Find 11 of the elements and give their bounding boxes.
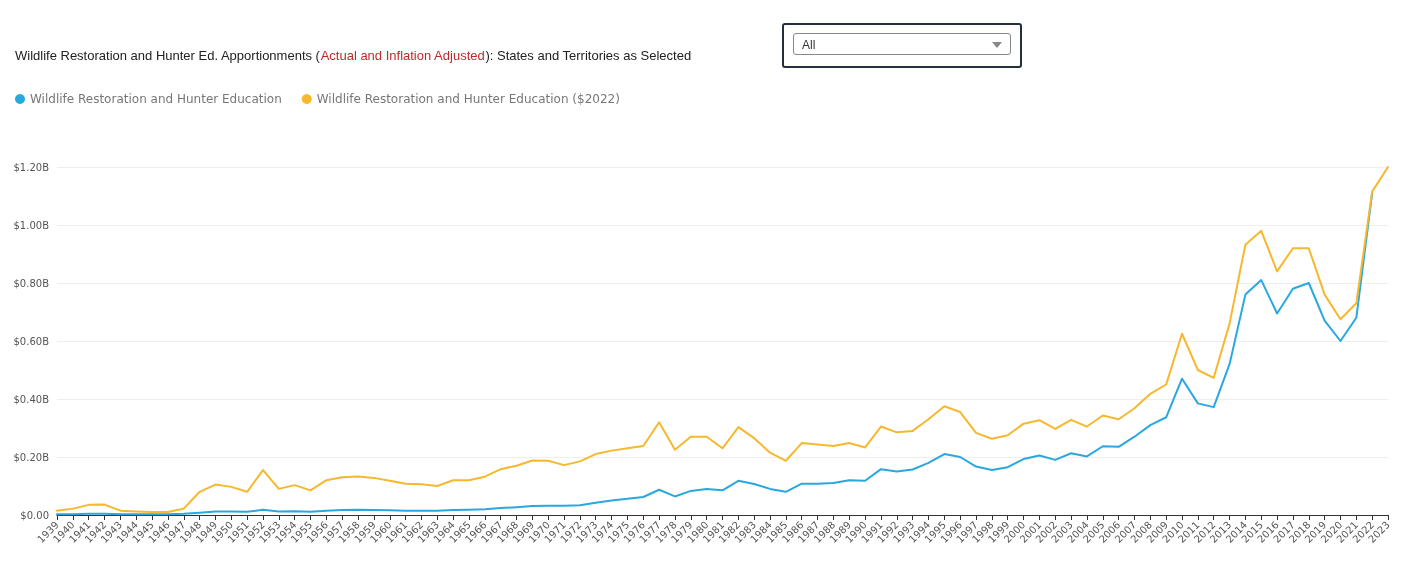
y-tick-label: $0.80B [13,277,50,289]
legend-label: Wildlife Restoration and Hunter Education ($2022) [316,92,620,106]
y-tick-label: $0.40B [13,393,50,405]
y-tick-label: $0.20B [13,451,50,463]
legend-label: Wildlife Restoration and Hunter Education [30,92,282,106]
dropdown-field: All [782,23,1022,68]
y-tick-label: $1.20B [13,161,50,173]
y-tick-label: $0.60B [13,335,50,347]
y-tick-label: $1.00B [13,219,50,231]
chart-title: Wildlife Restoration and Hunter Ed. Apportionments (Actual and Inflation Adjusted): States and Territories as Selected [15,48,692,63]
y-tick-label: $0.00 [20,509,49,521]
